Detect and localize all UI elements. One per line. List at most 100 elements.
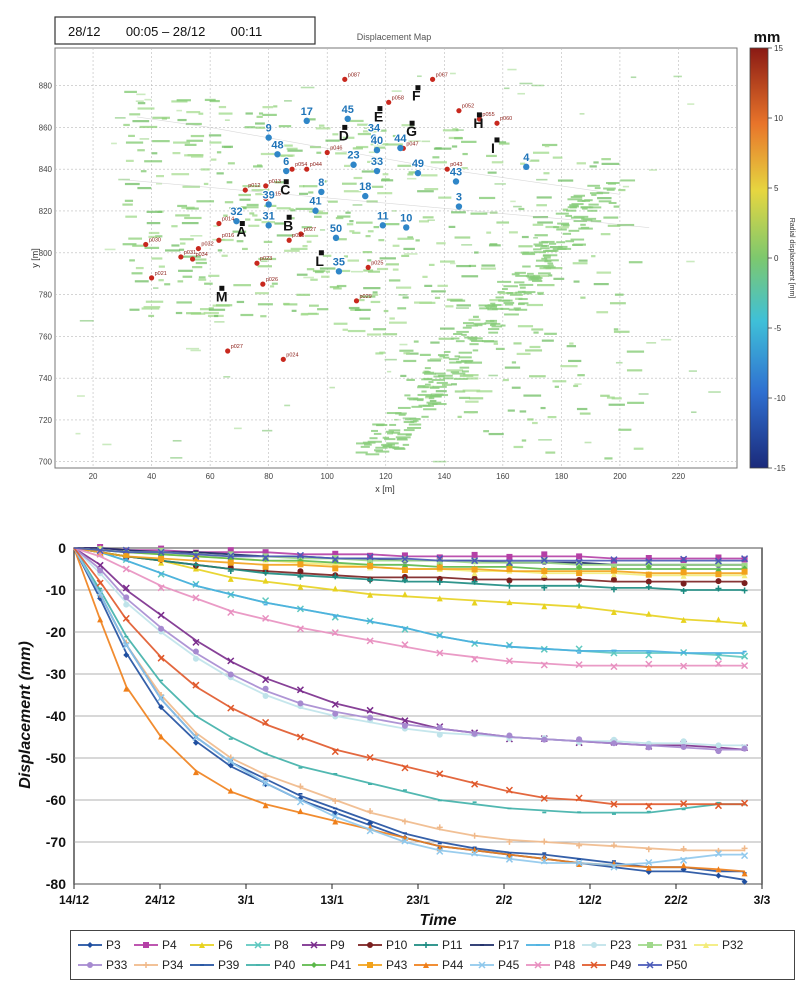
prism-marker	[242, 187, 248, 193]
displacement-streak	[148, 231, 160, 235]
displacement-streak	[404, 253, 418, 255]
displacement-streak	[388, 279, 401, 282]
point-marker	[379, 222, 387, 229]
displacement-band-streak	[594, 187, 601, 190]
series-point-p41	[576, 564, 583, 571]
displacement-band-streak	[396, 438, 408, 441]
series-point-p18	[716, 653, 721, 655]
displacement-band-streak	[453, 377, 468, 380]
displacement-streak	[446, 369, 464, 372]
series-point-p45	[610, 863, 618, 871]
prism-label: p026	[266, 277, 278, 283]
displacement-band-streak	[589, 206, 602, 209]
displacement-streak	[488, 374, 498, 377]
prism-marker	[324, 149, 330, 156]
series-point-p50	[122, 546, 130, 554]
displacement-streak	[343, 255, 348, 258]
displacement-streak	[507, 68, 517, 71]
series-point-p39	[542, 852, 547, 854]
displacement-streak	[377, 192, 393, 195]
legend-label: P50	[666, 958, 688, 972]
legend-item-p41: P41	[301, 955, 357, 975]
legend-item-p9: P9	[301, 935, 357, 955]
displacement-streak	[468, 411, 475, 414]
legend-swatch-marker	[199, 942, 205, 948]
series-point-p44	[741, 870, 748, 877]
reference-marker	[283, 179, 289, 185]
displacement-streak	[487, 171, 497, 174]
displacement-streak	[608, 403, 625, 406]
series-point-p11	[645, 583, 652, 590]
displacement-streak	[366, 333, 382, 336]
displacement-band-streak	[389, 423, 397, 426]
map-y-tick-label: 880	[39, 82, 53, 91]
displacement-streak	[461, 275, 479, 278]
displacement-streak	[306, 268, 315, 271]
displacement-band-streak	[577, 199, 586, 202]
displacement-streak	[609, 302, 626, 305]
displacement-streak	[260, 152, 277, 156]
displacement-streak	[290, 247, 308, 250]
displacement-streak	[328, 200, 338, 203]
legend-swatch-marker	[478, 961, 486, 969]
series-point-p44	[715, 866, 722, 873]
series-point-p40	[228, 738, 233, 740]
displacement-streak	[556, 226, 569, 229]
displacement-streak	[184, 154, 201, 157]
prism-marker	[353, 298, 360, 304]
series-point-p6	[506, 599, 513, 606]
legend-item-p45: P45	[469, 955, 525, 975]
series-point-p49	[262, 718, 270, 726]
displacement-streak	[304, 234, 319, 238]
displacement-streak	[525, 159, 540, 162]
prism-label: p024	[286, 352, 298, 358]
displacement-streak	[600, 233, 611, 236]
displacement-band-streak	[466, 324, 479, 327]
reference-marker	[342, 124, 348, 130]
series-point-p6	[297, 583, 304, 590]
prism-label: p058	[392, 95, 404, 101]
displacement-band-streak	[582, 219, 593, 222]
displacement-band-streak	[443, 356, 450, 359]
legend-swatch	[582, 942, 606, 948]
displacement-streak	[406, 177, 417, 180]
reference-label: C	[280, 182, 290, 198]
displacement-streak	[152, 140, 170, 143]
displacement-streak	[545, 225, 557, 229]
displacement-streak	[333, 322, 348, 325]
series-point-p9	[401, 717, 409, 725]
displacement-streak	[295, 207, 313, 211]
displacement-band-streak	[395, 436, 411, 439]
displacement-streak	[198, 278, 207, 281]
displacement-band-streak	[532, 280, 543, 283]
legend-label: P48	[554, 958, 576, 972]
series-point-p34	[297, 783, 304, 790]
displacement-streak	[209, 141, 222, 144]
legend-item-p44: P44	[413, 955, 469, 975]
displacement-streak	[451, 145, 458, 148]
series-point-p4	[541, 551, 548, 558]
displacement-streak	[454, 236, 471, 239]
series-point-p50	[645, 558, 653, 566]
displacement-streak	[389, 321, 407, 324]
displacement-streak	[158, 279, 164, 282]
displacement-streak	[190, 155, 204, 158]
point-marker	[265, 134, 272, 141]
displacement-streak	[406, 378, 415, 381]
series-point-p34	[401, 818, 408, 825]
displacement-map: 28/12 00:05 – 28/12 00:11 Displacement M…	[30, 16, 795, 494]
displacement-streak	[347, 259, 360, 262]
displacement-streak	[271, 282, 278, 285]
displacement-streak	[171, 100, 188, 103]
point-label: 11	[377, 210, 389, 222]
series-point-p9	[122, 584, 130, 592]
displacement-band-streak	[459, 366, 470, 369]
series-point-p6	[680, 616, 687, 623]
displacement-streak	[317, 308, 329, 311]
displacement-streak	[223, 376, 231, 378]
series-point-p6	[262, 577, 269, 584]
displacement-streak	[519, 410, 527, 413]
series-point-p34	[680, 845, 687, 852]
point-label: 23	[347, 150, 359, 162]
displacement-streak	[366, 200, 378, 203]
